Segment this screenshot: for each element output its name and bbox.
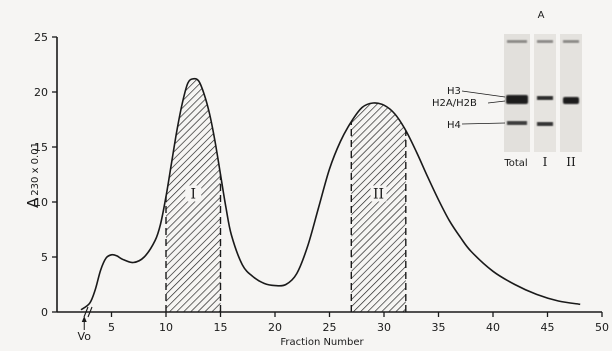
x-tick-label: 45	[541, 321, 555, 334]
x-tick-label: 15	[214, 321, 228, 334]
void-volume-label: Vo	[78, 330, 92, 343]
x-tick-label: 10	[159, 321, 173, 334]
axis-break-mark	[83, 306, 93, 318]
shaded-region-2	[351, 103, 406, 312]
y-tick-label: 5	[41, 251, 48, 264]
elution-curve	[80, 77, 581, 311]
gel-band	[563, 40, 579, 43]
gel-band	[537, 96, 553, 100]
x-tick-label: 50	[595, 321, 609, 334]
x-tick-label: 20	[268, 321, 282, 334]
y-tick-label: 25	[34, 31, 48, 44]
gel-band	[507, 121, 527, 125]
gel-lane-label: Total	[503, 158, 527, 169]
gel-lane-label: I	[543, 155, 548, 169]
x-tick-label: 35	[432, 321, 446, 334]
gel-lane-label: II	[566, 155, 576, 169]
y-tick-label: 15	[34, 141, 48, 154]
gel-band	[537, 40, 553, 43]
gel-band	[506, 95, 528, 104]
region-label-backdrop	[370, 185, 387, 202]
gel-lane-i	[534, 34, 556, 152]
gel-lane-total	[504, 34, 530, 152]
x-tick-label: 40	[486, 321, 500, 334]
gel-band-label: H3	[447, 86, 461, 97]
y-tick-label: 0	[41, 306, 48, 319]
gel-band	[563, 97, 579, 104]
y-axis-label: A230 x 0.01	[24, 142, 42, 208]
y-tick-label: 20	[34, 86, 48, 99]
void-volume-marker: Vo	[78, 316, 92, 343]
x-axis-label: Fraction Number	[280, 337, 364, 348]
region-label: I	[190, 187, 196, 203]
gel-band	[537, 122, 553, 126]
region-label: II	[373, 187, 384, 203]
gel-band-label: H4	[447, 120, 461, 131]
gel-band	[507, 40, 527, 43]
x-tick-label: 5	[108, 321, 115, 334]
x-tick-label: 25	[323, 321, 337, 334]
x-tick-label: 30	[377, 321, 391, 334]
region-label-backdrop	[185, 185, 202, 202]
gel-band-label: H2A/H2B	[432, 98, 477, 109]
gel-inset: A H3 H2A/H2B H4 Total I II	[432, 10, 582, 169]
gel-header: A	[538, 10, 545, 21]
y-tick-label: 10	[34, 196, 48, 209]
gel-lane-ii	[560, 34, 582, 152]
